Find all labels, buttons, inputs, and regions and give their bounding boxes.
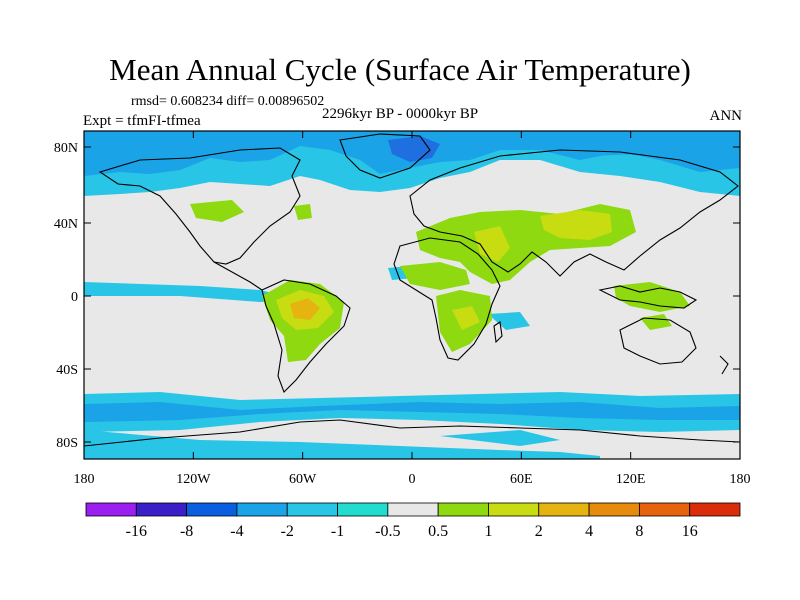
madagascar-coast [493, 321, 503, 344]
colorbar-swatch [186, 502, 238, 517]
greenland-strong-cool [388, 136, 440, 162]
lon-label: 120E [616, 472, 646, 487]
map-plot-area [84, 131, 740, 459]
stats-text: rmsd= 0.608234 diff= 0.00896502 [131, 94, 325, 109]
map-title: Mean Annual Cycle (Surface Air Temperatu… [109, 52, 691, 87]
north-africa-warm-region [400, 262, 470, 290]
africa-warmer-patch [452, 306, 480, 330]
lat-label: 40N [54, 217, 78, 232]
antarctica-coast [84, 419, 740, 447]
lat-label: 80N [54, 141, 78, 156]
colorbar-tick-label: -8 [180, 523, 193, 540]
period-label: 2296kyr BP - 0000kyr BP [322, 106, 479, 122]
lon-label: 60W [289, 472, 317, 487]
colorbar-swatch [538, 502, 590, 517]
colorbar-swatch [638, 502, 691, 517]
colorbar-swatch [135, 502, 188, 517]
season-label: ANN [709, 108, 743, 124]
experiment-label: Expt = tfmFI-tfmea [83, 113, 201, 129]
central-asia-warmer-region [540, 210, 612, 240]
colorbar-tick-label: -0.5 [375, 523, 400, 540]
colorbar-swatch [588, 502, 640, 517]
colorbar-tick-label: -2 [281, 523, 294, 540]
colorbar-tick-label: 1 [484, 523, 492, 540]
colorbar-tick-label: 8 [635, 523, 643, 540]
lon-label: 60E [510, 472, 533, 487]
maritime-continent-coast [598, 285, 698, 309]
africa-coast [393, 237, 501, 361]
colorbar: -16 -8 -4 -2 -1 -0.5 0.5 1 2 4 8 16 [85, 502, 741, 540]
middle-east-warmer-region [474, 226, 510, 262]
colorbar-tick-label: 4 [585, 523, 593, 540]
north-america-warm-patch [190, 200, 244, 222]
axis-ticks [83, 131, 741, 459]
canada-warm-patch [294, 204, 312, 220]
colorbar-swatch [689, 502, 741, 517]
tropical-cool-strip [84, 282, 300, 302]
antarctic-cool-band [84, 430, 600, 459]
colorbar-tick-label: 16 [682, 523, 698, 540]
colorbar-swatch [488, 502, 540, 517]
lat-label: 40S [56, 363, 78, 378]
colorbar-tick-label: -4 [230, 523, 243, 540]
antarctic-light-cool-edge [440, 430, 560, 446]
colorbar-tick-label: 2 [535, 523, 543, 540]
lon-label: 180 [730, 472, 751, 487]
coastlines [84, 133, 740, 447]
southern-ocean-light-cool-band [84, 392, 740, 432]
lon-label: 120W [176, 472, 211, 487]
lat-label: 0 [71, 290, 78, 305]
lon-label: 180 [74, 472, 95, 487]
colorbar-swatch [85, 502, 137, 517]
central-america-coast [213, 261, 263, 291]
colorbar-swatch [236, 502, 288, 517]
axis-labels: 80N 40N 0 40S 80S 180 120W 60W 0 60E 120E 180 [54, 141, 751, 487]
colorbar-tick-label: 0.5 [428, 523, 448, 540]
eurasia-coast [409, 149, 739, 277]
colorbar-tick-label: -16 [126, 523, 147, 540]
australia-coast [619, 317, 697, 365]
colorbar-swatch [387, 502, 439, 517]
new-zealand-coast [719, 355, 729, 375]
south-america-coast [261, 279, 351, 393]
colorbar-swatch [437, 502, 489, 517]
amazon-hot-core [290, 298, 320, 320]
colorbar-tick-label: -1 [331, 523, 344, 540]
lon-label: 0 [409, 472, 416, 487]
southern-ocean-cool-band [84, 402, 740, 422]
indian-ocean-cool-patch [488, 312, 530, 330]
north-america-coast [98, 147, 301, 265]
colorbar-swatch [286, 502, 338, 517]
greenland-coast [339, 133, 431, 179]
colorbar-swatch [337, 502, 389, 517]
lat-label: 80S [56, 436, 78, 451]
